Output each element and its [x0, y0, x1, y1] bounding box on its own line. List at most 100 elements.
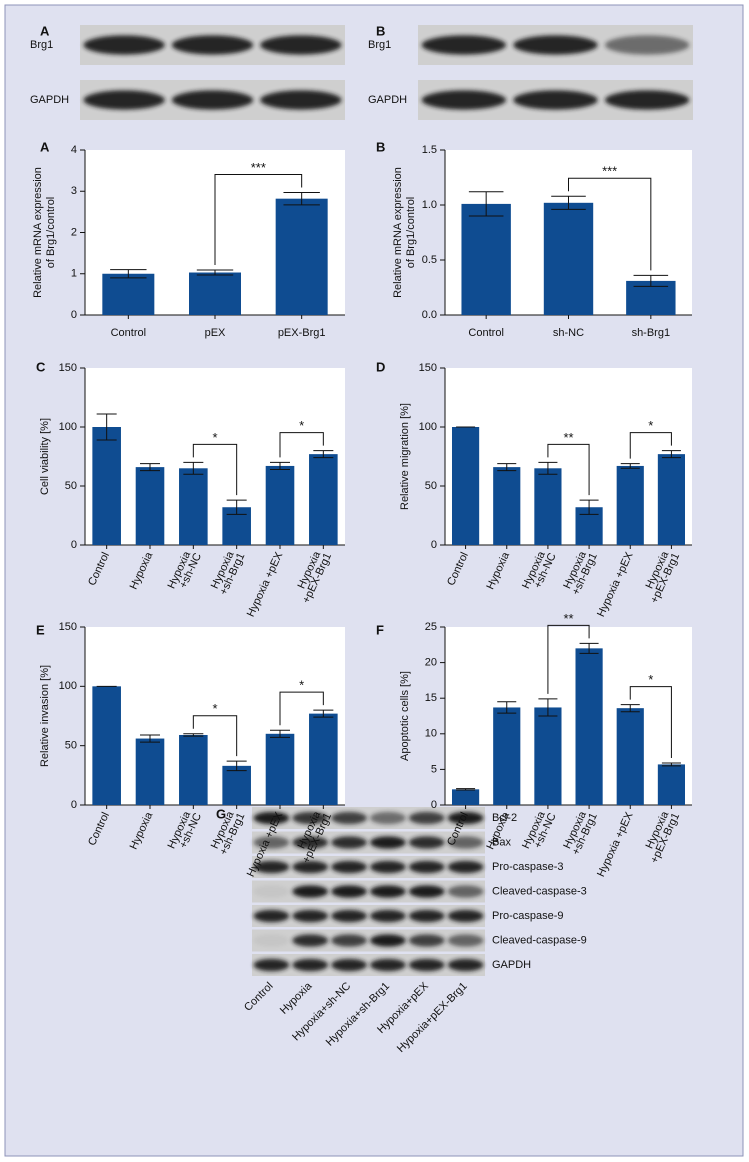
error-bar	[579, 642, 599, 654]
y-tick-label: 150	[59, 621, 77, 633]
blot-band	[370, 860, 406, 874]
significance-bracket	[214, 173, 303, 266]
blot-band	[447, 958, 484, 972]
blot-row-label: Bcl-2	[492, 812, 517, 824]
panel-letter: C	[36, 359, 46, 374]
y-axis-label: Relative migration [%]	[399, 403, 411, 510]
blot-band	[253, 934, 290, 947]
significance-label: **	[563, 430, 573, 445]
bar	[493, 467, 521, 545]
panel-letter: D	[376, 359, 385, 374]
y-tick-label: 150	[59, 362, 77, 374]
bar	[493, 707, 521, 805]
blot-row-label: Brg1	[30, 39, 53, 51]
y-tick-label: 100	[59, 421, 77, 433]
y-tick-label: 10	[425, 728, 437, 740]
y-tick-label: 50	[65, 740, 77, 752]
blot-band	[83, 90, 165, 110]
blot-band	[292, 836, 329, 849]
error-bar	[620, 463, 640, 469]
blot-row-label: Brg1	[368, 39, 391, 51]
y-tick-label: 0	[71, 539, 77, 551]
blot-band	[408, 958, 445, 972]
bar	[657, 764, 686, 805]
y-tick-label: 20	[425, 657, 437, 669]
blot-band	[408, 934, 445, 947]
bar	[265, 465, 295, 545]
y-tick-label: 0.5	[422, 254, 437, 266]
panel-letter: A	[40, 23, 50, 38]
blot-band	[408, 885, 445, 898]
blot-band	[408, 836, 445, 849]
x-tick-label: sh-NC	[553, 327, 584, 339]
error-bar	[456, 788, 476, 791]
error-bar	[283, 191, 320, 206]
bar	[92, 686, 121, 805]
bar	[534, 468, 562, 545]
y-tick-label: 5	[431, 763, 437, 775]
blot-band	[370, 909, 406, 923]
error-bar	[497, 463, 517, 472]
x-tick-label: pEX-Brg1	[278, 327, 326, 339]
blot-band	[447, 909, 484, 923]
blot-band	[331, 836, 367, 849]
bar	[222, 765, 251, 805]
bar	[92, 427, 121, 545]
y-axis-label: Cell viability [%]	[39, 418, 51, 495]
blot-band	[253, 836, 290, 849]
y-tick-label: 1.0	[422, 199, 437, 211]
y-tick-label: 25	[425, 621, 437, 633]
error-bar	[313, 709, 334, 718]
blot-band	[513, 90, 598, 110]
x-tick-label: sh-Brg1	[632, 327, 671, 339]
panel-letter: A	[40, 139, 50, 154]
blot-band	[331, 860, 367, 874]
blot-band	[171, 35, 254, 55]
y-tick-label: 100	[59, 680, 77, 692]
significance-label: ***	[602, 164, 617, 179]
error-bar	[620, 704, 640, 713]
error-bar	[538, 698, 558, 717]
blot-row-label: Cleaved-caspase-9	[492, 934, 587, 946]
bar	[543, 202, 594, 315]
blot-band	[370, 885, 406, 898]
bar	[616, 465, 644, 545]
significance-bracket	[279, 432, 324, 458]
y-tick-label: 1.5	[422, 144, 437, 156]
error-bar	[139, 734, 161, 743]
blot-band	[408, 811, 445, 825]
significance-label: *	[299, 678, 304, 693]
plot-area	[445, 627, 692, 805]
error-bar	[497, 701, 517, 714]
blot-row-label: GAPDH	[368, 94, 407, 106]
error-bar	[661, 762, 681, 767]
significance-bracket	[279, 691, 324, 726]
significance-bracket	[547, 443, 590, 496]
y-tick-label: 0	[71, 799, 77, 811]
bar	[451, 427, 480, 545]
y-tick-label: 0	[431, 539, 437, 551]
bar	[275, 198, 328, 315]
x-tick-label: pEX	[205, 327, 226, 339]
y-axis-label: Relative mRNA expression	[32, 167, 44, 298]
blot-band	[292, 909, 329, 923]
y-axis-label: Relative invasion [%]	[39, 665, 51, 767]
blot-band	[292, 958, 329, 972]
blot-row-label: Pro-caspase-3	[492, 861, 564, 873]
significance-bracket	[192, 715, 238, 757]
significance-bracket	[629, 686, 672, 758]
y-axis-label: Relative mRNA expression	[392, 167, 404, 298]
error-bar	[633, 274, 669, 287]
error-bar	[226, 499, 247, 515]
bar	[461, 203, 511, 315]
significance-label: **	[563, 611, 573, 626]
error-bar	[661, 450, 681, 459]
y-tick-label: 1	[71, 268, 77, 280]
blot-band	[370, 934, 406, 947]
significance-label: *	[212, 701, 217, 716]
bar	[102, 273, 155, 315]
bar	[451, 789, 480, 805]
blot-band	[253, 909, 290, 923]
blot-band	[421, 90, 507, 110]
